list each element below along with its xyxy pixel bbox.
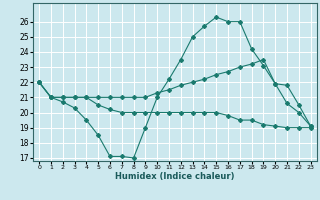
X-axis label: Humidex (Indice chaleur): Humidex (Indice chaleur) — [115, 172, 235, 181]
